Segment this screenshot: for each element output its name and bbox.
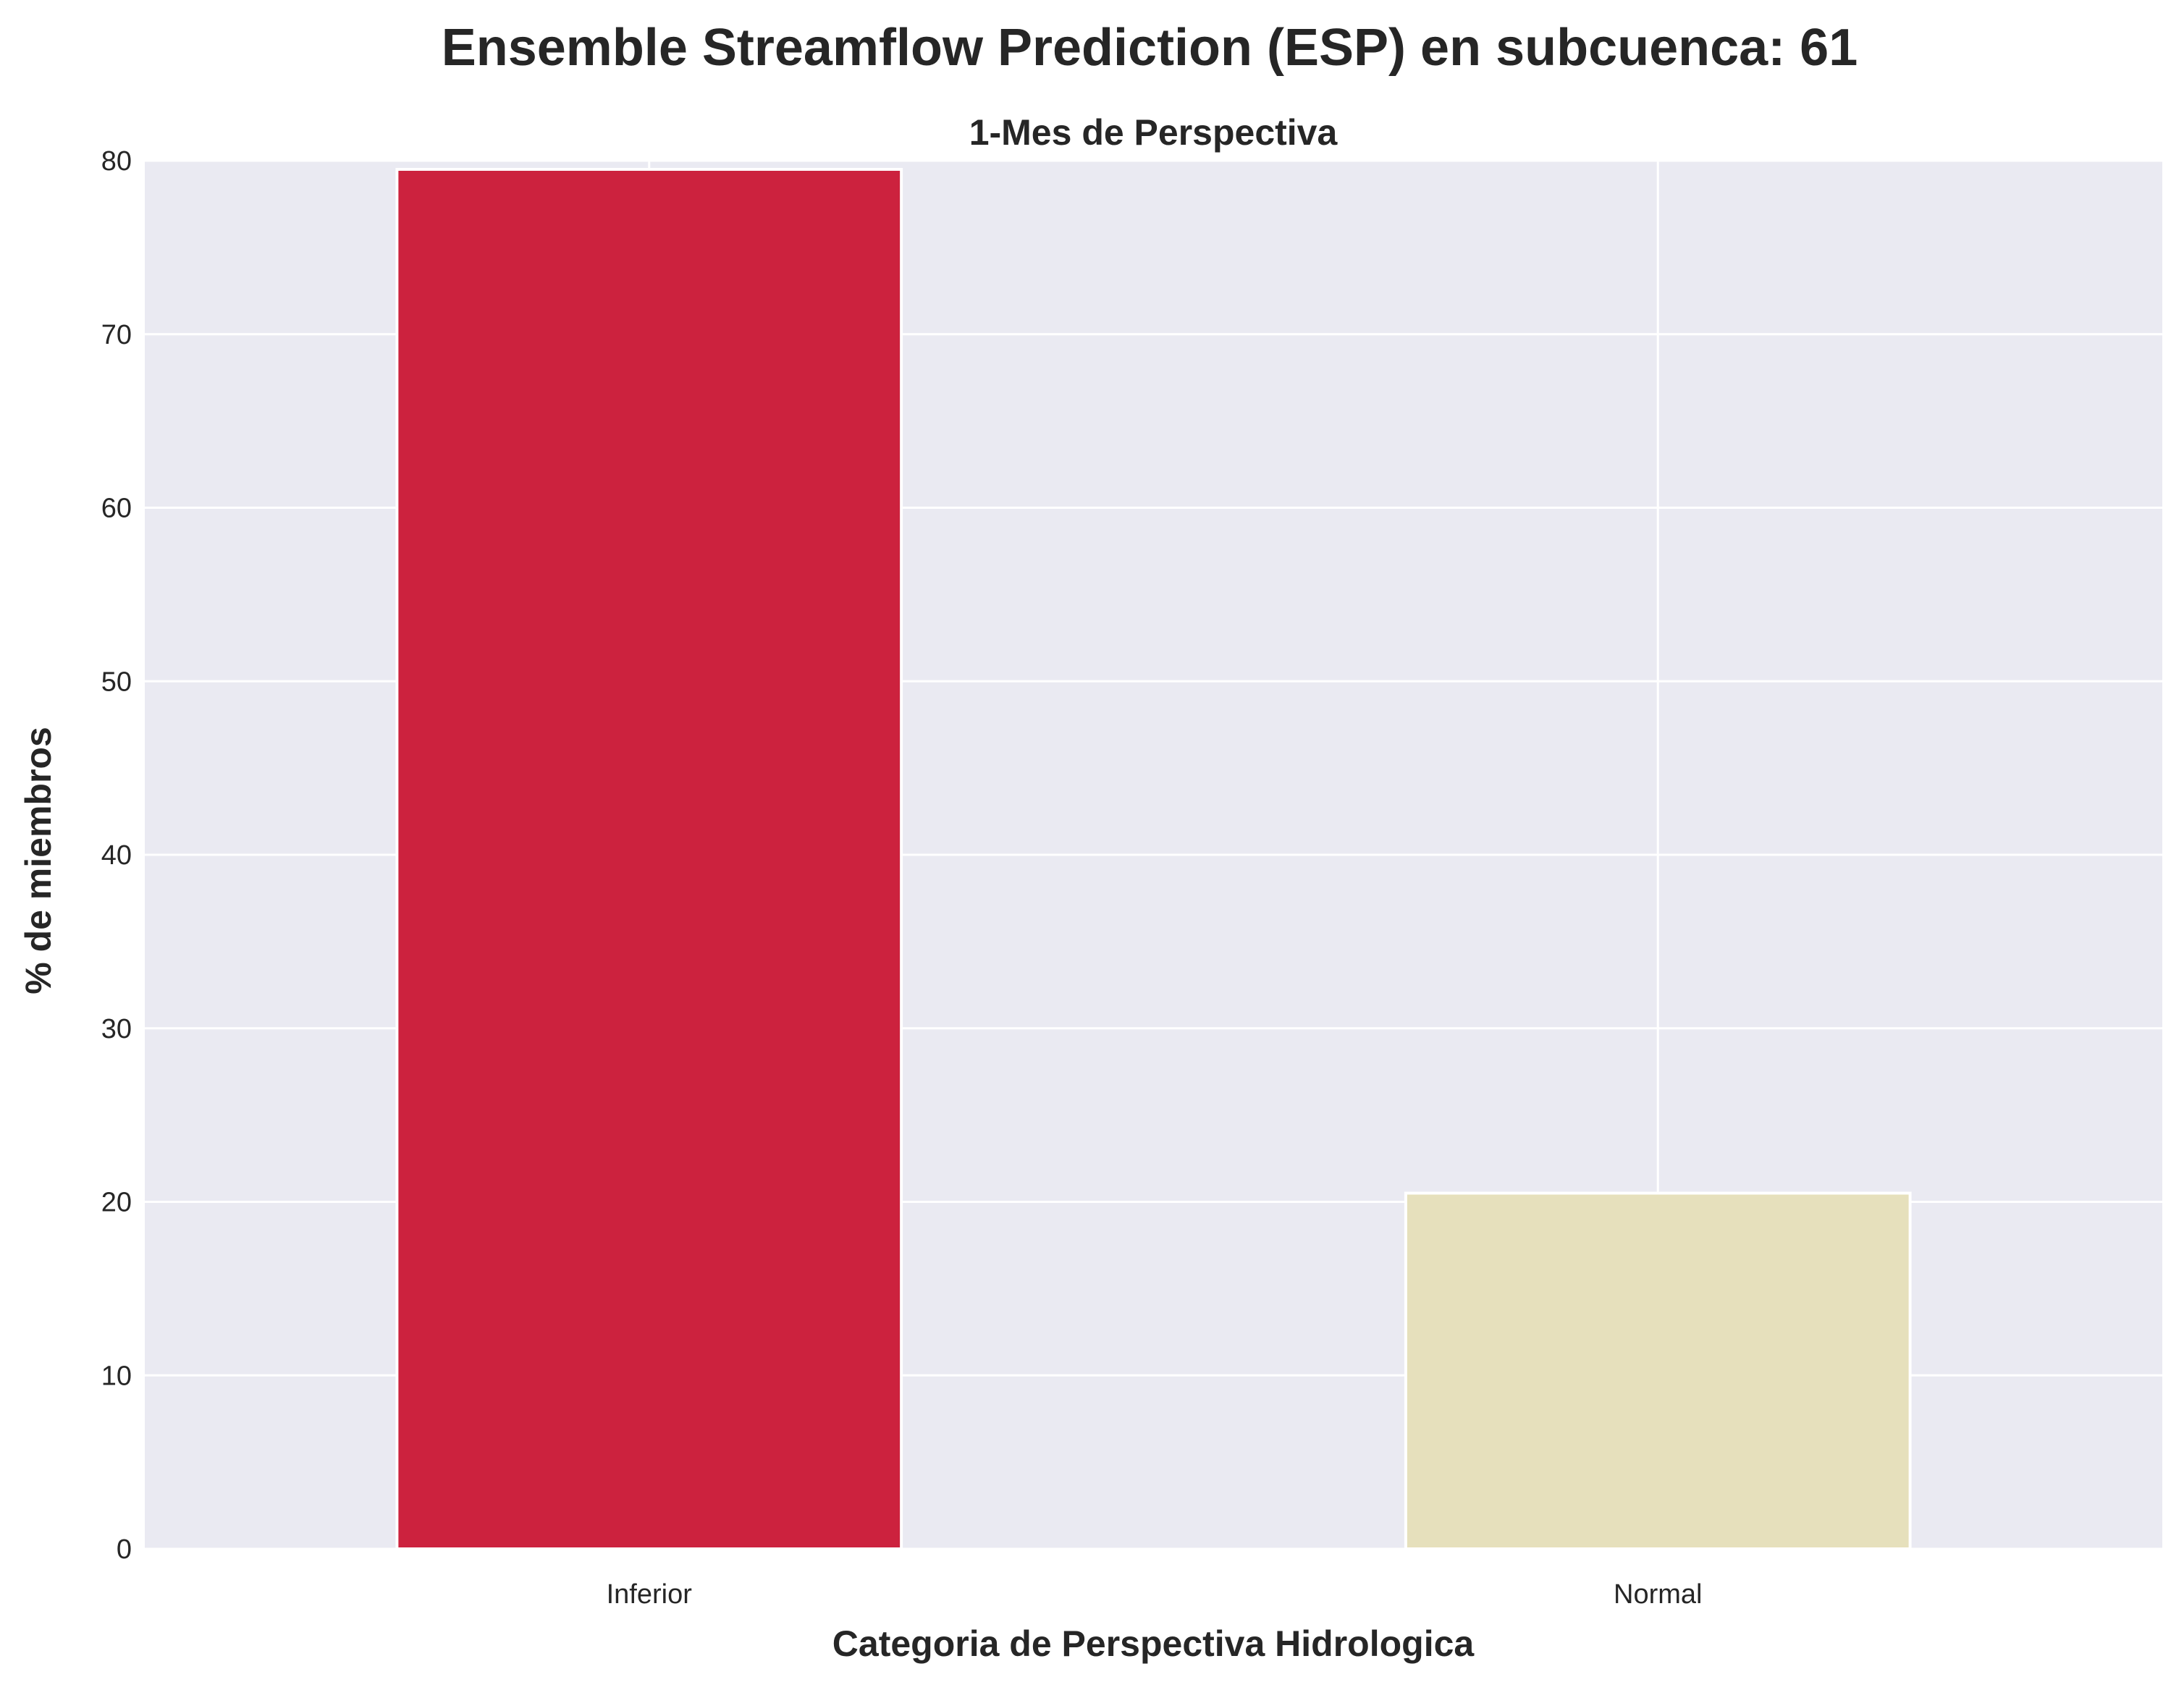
y-tick-label: 50 [101, 667, 132, 697]
x-tick-label: Normal [1614, 1579, 1702, 1610]
bar-normal [1404, 1191, 1912, 1550]
y-tick-label: 20 [101, 1188, 132, 1218]
bars [395, 167, 1912, 1550]
y-tick-label: 10 [101, 1361, 132, 1391]
y-tick-label: 70 [101, 320, 132, 350]
y-tick-label: 0 [117, 1534, 132, 1565]
x-tick-labels: Inferior Normal [607, 1579, 1703, 1610]
chart-title: Ensemble Streamflow Prediction (ESP) en … [442, 19, 1858, 77]
x-tick-label: Inferior [607, 1579, 693, 1610]
x-axis-label: Categoria de Perspectiva Hidrologica [832, 1623, 1475, 1664]
y-tick-label: 30 [101, 1014, 132, 1044]
y-tick-label: 80 [101, 146, 132, 177]
y-tick-labels: 0 10 20 30 40 50 60 70 80 [101, 146, 132, 1565]
y-axis-label: % de miembros [18, 727, 59, 994]
chart-subtitle: 1-Mes de Perspectiva [969, 112, 1338, 153]
y-tick-label: 40 [101, 840, 132, 871]
y-tick-label: 60 [101, 494, 132, 524]
bar-inferior [395, 167, 903, 1550]
